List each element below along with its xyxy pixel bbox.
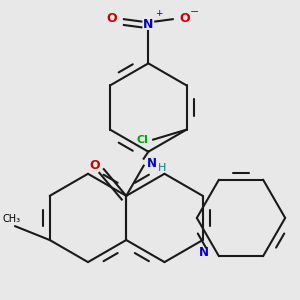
Text: H: H [158,163,166,173]
Text: O: O [180,11,190,25]
Text: N: N [143,19,154,32]
Text: O: O [89,159,100,172]
Text: N: N [199,246,209,259]
Text: −: − [190,7,200,17]
Text: Cl: Cl [137,135,148,145]
Text: +: + [155,9,163,18]
Text: CH₃: CH₃ [3,214,21,224]
Text: N: N [147,157,157,170]
Text: O: O [106,11,117,25]
